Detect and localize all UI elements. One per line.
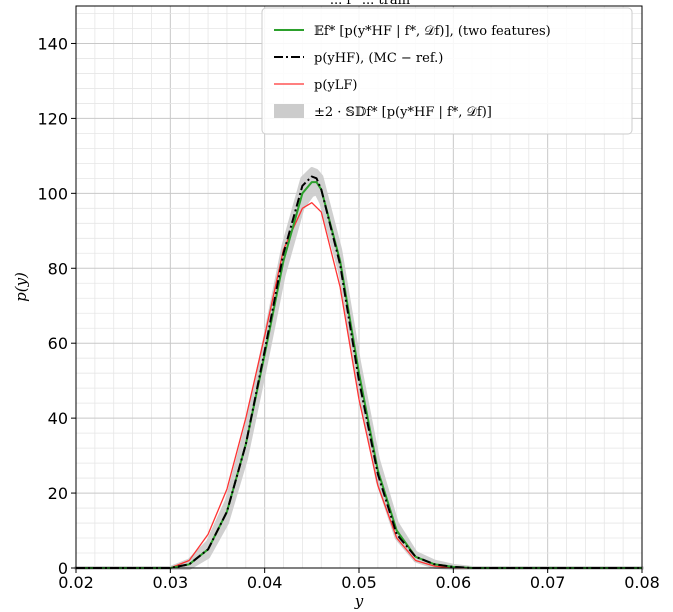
legend-label: p(yLF) — [314, 78, 357, 93]
y-tick-label: 40 — [48, 409, 68, 428]
x-tick-label: 0.02 — [58, 573, 94, 592]
legend: 𝔼f* [p(y*HF | f*, 𝒟f)], (two features) p(… — [261, 7, 633, 135]
y-tick-label: 100 — [37, 184, 68, 203]
x-tick-label: 0.03 — [153, 573, 189, 592]
y-tick-label: 140 — [37, 34, 68, 53]
y-tick-label: 20 — [48, 484, 68, 503]
series-line-1 — [76, 175, 642, 569]
legend-label: ±2 · 𝕊𝔻f* [p(y*HF | f*, 𝒟f)] — [314, 105, 492, 120]
y-tick-label: 60 — [48, 334, 68, 353]
x-tick-label: 0.07 — [530, 573, 566, 592]
x-tick-label: 0.08 — [624, 573, 660, 592]
chart-title: ... f* ... train — [330, 0, 411, 8]
y-tick-label: 80 — [48, 259, 68, 278]
legend-box — [261, 7, 633, 135]
y-axis-label: p(y) — [12, 272, 30, 302]
x-tick-label: 0.06 — [436, 573, 472, 592]
y-tick-label: 120 — [37, 109, 68, 128]
legend-label: 𝔼f* [p(y*HF | f*, 𝒟f)], (two features) — [314, 24, 551, 39]
x-tick-label: 0.05 — [341, 573, 377, 592]
y-tick-label: 0 — [58, 559, 68, 578]
x-axis-label: y — [354, 592, 364, 610]
legend-swatch-band — [274, 104, 304, 118]
x-tick-label: 0.04 — [247, 573, 283, 592]
legend-label: p(yHF), (MC − ref.) — [314, 51, 443, 66]
ticks-layer: 0.02 0.03 0.04 0.05 0.06 0.07 0.08 0 20 40 60 80 100… — [37, 34, 659, 592]
